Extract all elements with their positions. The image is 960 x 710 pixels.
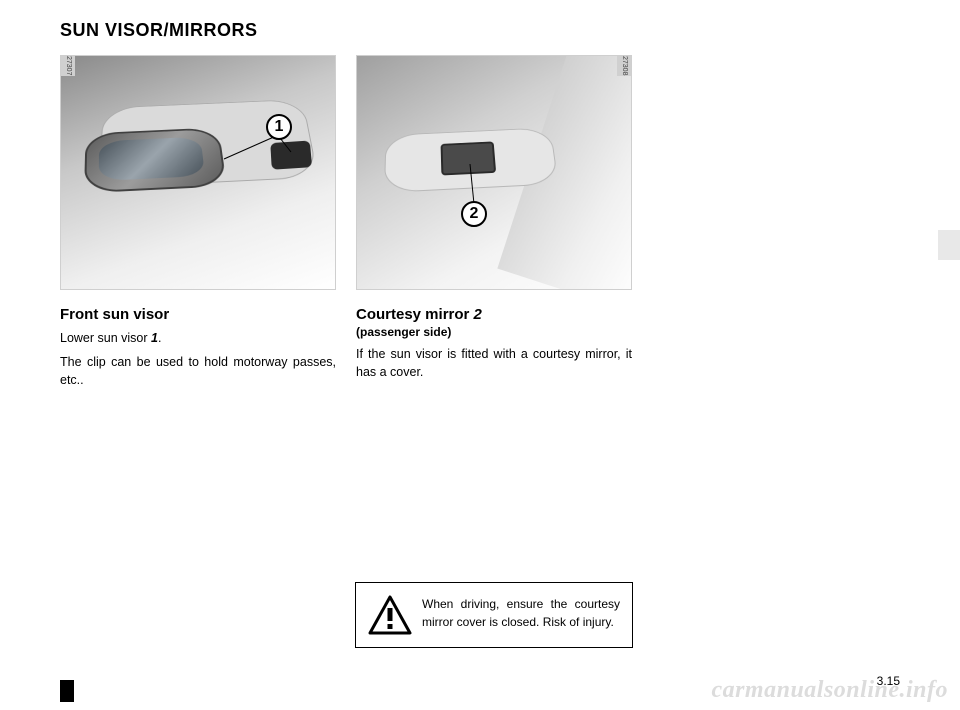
column-right — [652, 55, 900, 395]
right-subheading: (passenger side) — [356, 325, 632, 339]
figure-1-leaders — [61, 56, 336, 290]
right-heading-prefix: Courtesy mirror — [356, 306, 474, 323]
callout-2: 2 — [461, 201, 487, 227]
warning-text: When driving, ensure the courtesy mirror… — [422, 595, 620, 635]
column-middle: 27308 2 Courtesy mirror 2 (passenger sid… — [356, 55, 632, 395]
left-heading: Front sun visor — [60, 306, 336, 323]
column-left: 27307 1 Front sun visor Lower sun visor … — [60, 55, 336, 395]
watermark: carmanualsonline.info — [711, 677, 948, 704]
left-body-1-prefix: Lower sun visor — [60, 331, 151, 345]
figure-2-leaders — [357, 56, 632, 290]
manual-page: SUN VISOR/MIRRORS 27307 1 Front sun viso… — [0, 0, 960, 710]
right-heading-num: 2 — [474, 306, 482, 323]
footer-mark — [60, 680, 74, 702]
left-body-2: The clip can be used to hold motorway pa… — [60, 353, 336, 389]
warning-box: When driving, ensure the courtesy mirror… — [355, 582, 633, 648]
left-body-1: Lower sun visor 1. — [60, 329, 336, 347]
left-body-1-num: 1 — [151, 331, 158, 345]
callout-1: 1 — [266, 114, 292, 140]
side-tab — [938, 230, 960, 260]
content-columns: 27307 1 Front sun visor Lower sun visor … — [60, 55, 900, 395]
right-body: If the sun visor is fitted with a courte… — [356, 345, 632, 381]
right-heading: Courtesy mirror 2 — [356, 306, 632, 323]
figure-2: 27308 2 — [356, 55, 632, 290]
left-body-1-suffix: . — [158, 331, 161, 345]
page-title: SUN VISOR/MIRRORS — [60, 20, 900, 41]
warning-icon — [368, 595, 412, 635]
figure-1: 27307 1 — [60, 55, 336, 290]
